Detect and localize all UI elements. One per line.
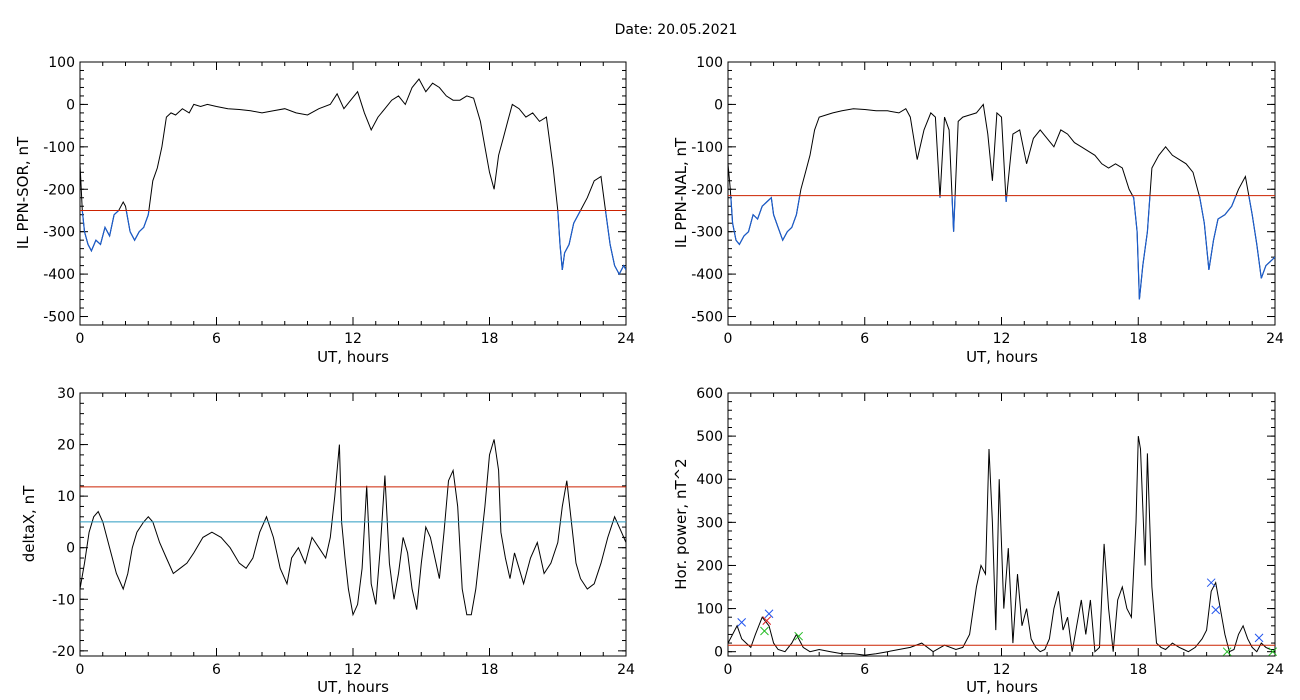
power-ytick-label: 400	[696, 472, 723, 488]
power-marker	[737, 618, 747, 627]
deltax-xlabel: UT, hours	[317, 678, 389, 696]
deltax-plot-area: 0 6 12 18 24 -20 -10 0 10 20 30	[52, 386, 635, 678]
deltax-xtick-label: 24	[617, 662, 635, 678]
deltax-ytick-label: -10	[52, 592, 75, 608]
panel-power: 0 6 12 18 24 0 100 200 300 400 500 600 Hor. power, …	[672, 386, 1284, 696]
power-xlabel: UT, hours	[966, 678, 1038, 696]
nal-ytick-label: -200	[691, 182, 723, 198]
sor-ytick-label: 0	[66, 97, 75, 113]
sor-ytick-label: 100	[48, 55, 75, 71]
power-ytick-label: 0	[714, 645, 723, 661]
power-ytick-label: 200	[696, 558, 723, 574]
deltax-ytick-label: 30	[57, 386, 75, 402]
power-plot-area: 0 6 12 18 24 0 100 200 300 400 500 600	[696, 386, 1284, 678]
nal-xtick-label: 6	[860, 331, 869, 347]
power-xtick-label: 18	[1129, 662, 1147, 678]
nal-xtick-label: 24	[1266, 331, 1284, 347]
sor-ytick-label: -300	[43, 225, 75, 241]
deltax-series-line	[79, 439, 627, 617]
power-ytick-label: 500	[696, 429, 723, 445]
sor-series-line	[79, 78, 627, 276]
sor-ytick-label: -100	[43, 140, 75, 156]
nal-ytick-label: 100	[696, 55, 723, 71]
nal-ytick-label: -400	[691, 267, 723, 283]
nal-plot-area: 0 6 12 18 24 -500 -400 -300 -200 -100 0 100	[691, 55, 1284, 347]
panel-deltax: 0 6 12 18 24 -20 -10 0 10 20 30 deltaX, nT UT, hou…	[20, 386, 635, 696]
panel-nal: 0 6 12 18 24 -500 -400 -300 -200 -100 0 100 IL PPN-…	[672, 55, 1284, 366]
power-marker	[1211, 605, 1221, 615]
deltax-ytick-label: 0	[66, 541, 75, 557]
nal-ylabel: IL PPN-NAL, nT	[672, 137, 690, 248]
nal-ytick-label: -300	[691, 225, 723, 241]
deltax-xtick-label: 18	[481, 662, 499, 678]
power-xtick-label: 0	[724, 662, 733, 678]
power-marker	[1206, 578, 1216, 588]
nal-ytick-label: -500	[691, 310, 723, 326]
nal-xlabel: UT, hours	[966, 348, 1038, 366]
sor-frame	[79, 61, 627, 326]
power-frame	[727, 392, 1276, 657]
power-xtick-label: 24	[1266, 662, 1284, 678]
nal-xtick-label: 12	[993, 331, 1011, 347]
power-marker	[764, 609, 774, 619]
power-marker	[794, 631, 804, 641]
sor-xtick-label: 6	[212, 331, 221, 347]
power-ytick-label: 600	[696, 386, 723, 402]
sor-ytick-label: -200	[43, 182, 75, 198]
power-marker	[760, 626, 769, 636]
power-marker	[1222, 647, 1232, 657]
nal-frame	[727, 61, 1276, 326]
sor-ytick-label: -400	[43, 267, 75, 283]
deltax-ytick-label: 10	[57, 489, 75, 505]
power-marker	[762, 616, 772, 625]
nal-ytick-label: 0	[714, 97, 723, 113]
nal-xtick-label: 0	[724, 331, 733, 347]
sor-series-highlight	[81, 210, 626, 276]
sor-xlabel: UT, hours	[317, 348, 389, 366]
sor-xtick-label: 12	[344, 331, 362, 347]
sor-xtick-label: 18	[481, 331, 499, 347]
sor-xtick-label: 0	[76, 331, 85, 347]
panel-sor: 0 6 12 18 24 -500 -400 -300 -200 -100 0 100 IL PPN-…	[14, 55, 635, 366]
sor-plot-area: 0 6 12 18 24 -500 -400 -300 -200 -100 0 100	[43, 55, 635, 347]
power-series-line	[727, 436, 1275, 656]
sor-xtick-label: 24	[617, 331, 635, 347]
nal-xtick-label: 18	[1129, 331, 1147, 347]
power-ytick-label: 300	[696, 515, 723, 531]
power-xtick-label: 12	[993, 662, 1011, 678]
deltax-xtick-label: 6	[212, 662, 221, 678]
deltax-xtick-label: 12	[344, 662, 362, 678]
deltax-ytick-label: -20	[52, 644, 75, 660]
power-marker	[1268, 647, 1278, 657]
nal-series-line	[727, 103, 1276, 300]
nal-series-highlight	[730, 195, 1275, 300]
power-ylabel: Hor. power, nT^2	[672, 458, 690, 589]
sor-ylabel: IL PPN-SOR, nT	[14, 136, 32, 249]
sor-ytick-label: -500	[43, 310, 75, 326]
deltax-frame	[79, 392, 627, 657]
power-ytick-label: 100	[696, 602, 723, 618]
nal-ytick-label: -100	[691, 140, 723, 156]
power-marker	[1254, 633, 1264, 643]
deltax-xtick-label: 0	[76, 662, 85, 678]
deltax-ylabel: deltaX, nT	[20, 485, 38, 562]
date-title: Date: 20.05.2021	[615, 22, 738, 38]
deltax-ytick-label: 20	[57, 438, 75, 454]
power-xtick-label: 6	[860, 662, 869, 678]
